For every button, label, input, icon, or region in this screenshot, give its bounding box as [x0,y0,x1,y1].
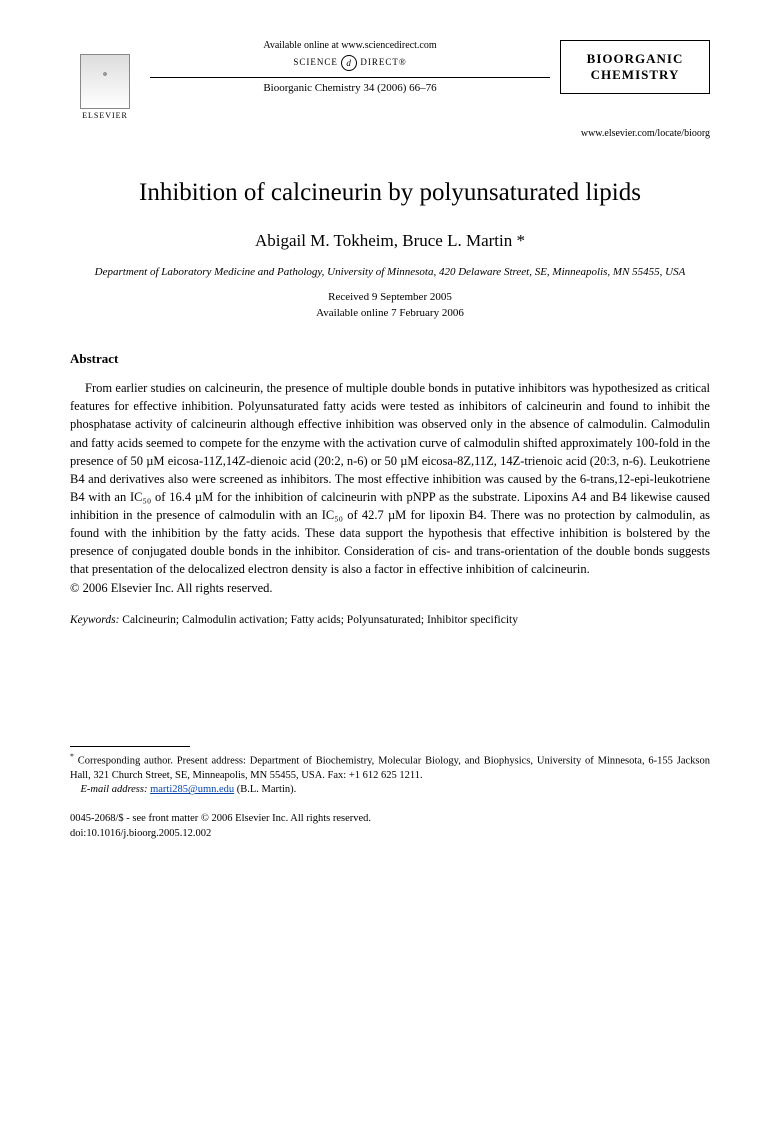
article-title: Inhibition of calcineurin by polyunsatur… [70,179,710,207]
header-center: Available online at www.sciencedirect.co… [140,40,560,94]
affiliation: Department of Laboratory Medicine and Pa… [70,265,710,280]
sd-d-icon: d [341,55,357,71]
corresponding-author-footnote: * Corresponding author. Present address:… [70,751,710,799]
footnote-rule [70,746,190,747]
keywords: Keywords: Calcineurin; Calmodulin activa… [70,614,710,626]
page-header: ELSEVIER Available online at www.science… [70,40,710,120]
journal-url[interactable]: www.elsevier.com/locate/bioorg [70,128,710,139]
author-email-link[interactable]: marti285@umn.edu [150,784,234,795]
journal-box-line2: CHEMISTRY [565,67,705,83]
doi-line: doi:10.1016/j.bioorg.2005.12.002 [70,827,710,842]
authors: Abigail M. Tokheim, Bruce L. Martin * [70,231,710,251]
email-suffix: (B.L. Martin). [234,784,296,795]
email-label: E-mail address: [81,784,148,795]
journal-box-line1: BIOORGANIC [565,51,705,67]
journal-reference: Bioorganic Chemistry 34 (2006) 66–76 [150,82,550,94]
received-date: Received 9 September 2005 [70,290,710,305]
elsevier-logo: ELSEVIER [70,40,140,120]
sd-left: SCIENCE [293,57,338,67]
journal-box-wrap: BIOORGANIC CHEMISTRY [560,40,710,94]
journal-title-box: BIOORGANIC CHEMISTRY [560,40,710,94]
header-rule [150,77,550,78]
sd-right: DIRECT® [360,57,406,67]
sciencedirect-logo: SCIENCE d DIRECT® [150,55,550,71]
keywords-text: Calcineurin; Calmodulin activation; Fatt… [119,614,518,626]
available-online-text: Available online at www.sciencedirect.co… [150,40,550,51]
footnote-text: Corresponding author. Present address: D… [70,755,710,781]
front-matter-line: 0045-2068/$ - see front matter © 2006 El… [70,812,710,827]
online-date: Available online 7 February 2006 [70,306,710,321]
elsevier-tree-icon [80,54,130,109]
keywords-label: Keywords: [70,614,119,626]
copyright-line: © 2006 Elsevier Inc. All rights reserved… [70,581,710,596]
page-footer: 0045-2068/$ - see front matter © 2006 El… [70,812,710,841]
elsevier-label: ELSEVIER [82,111,128,120]
abstract-body: From earlier studies on calcineurin, the… [70,379,710,578]
abstract-heading: Abstract [70,351,710,367]
article-dates: Received 9 September 2005 Available onli… [70,290,710,321]
